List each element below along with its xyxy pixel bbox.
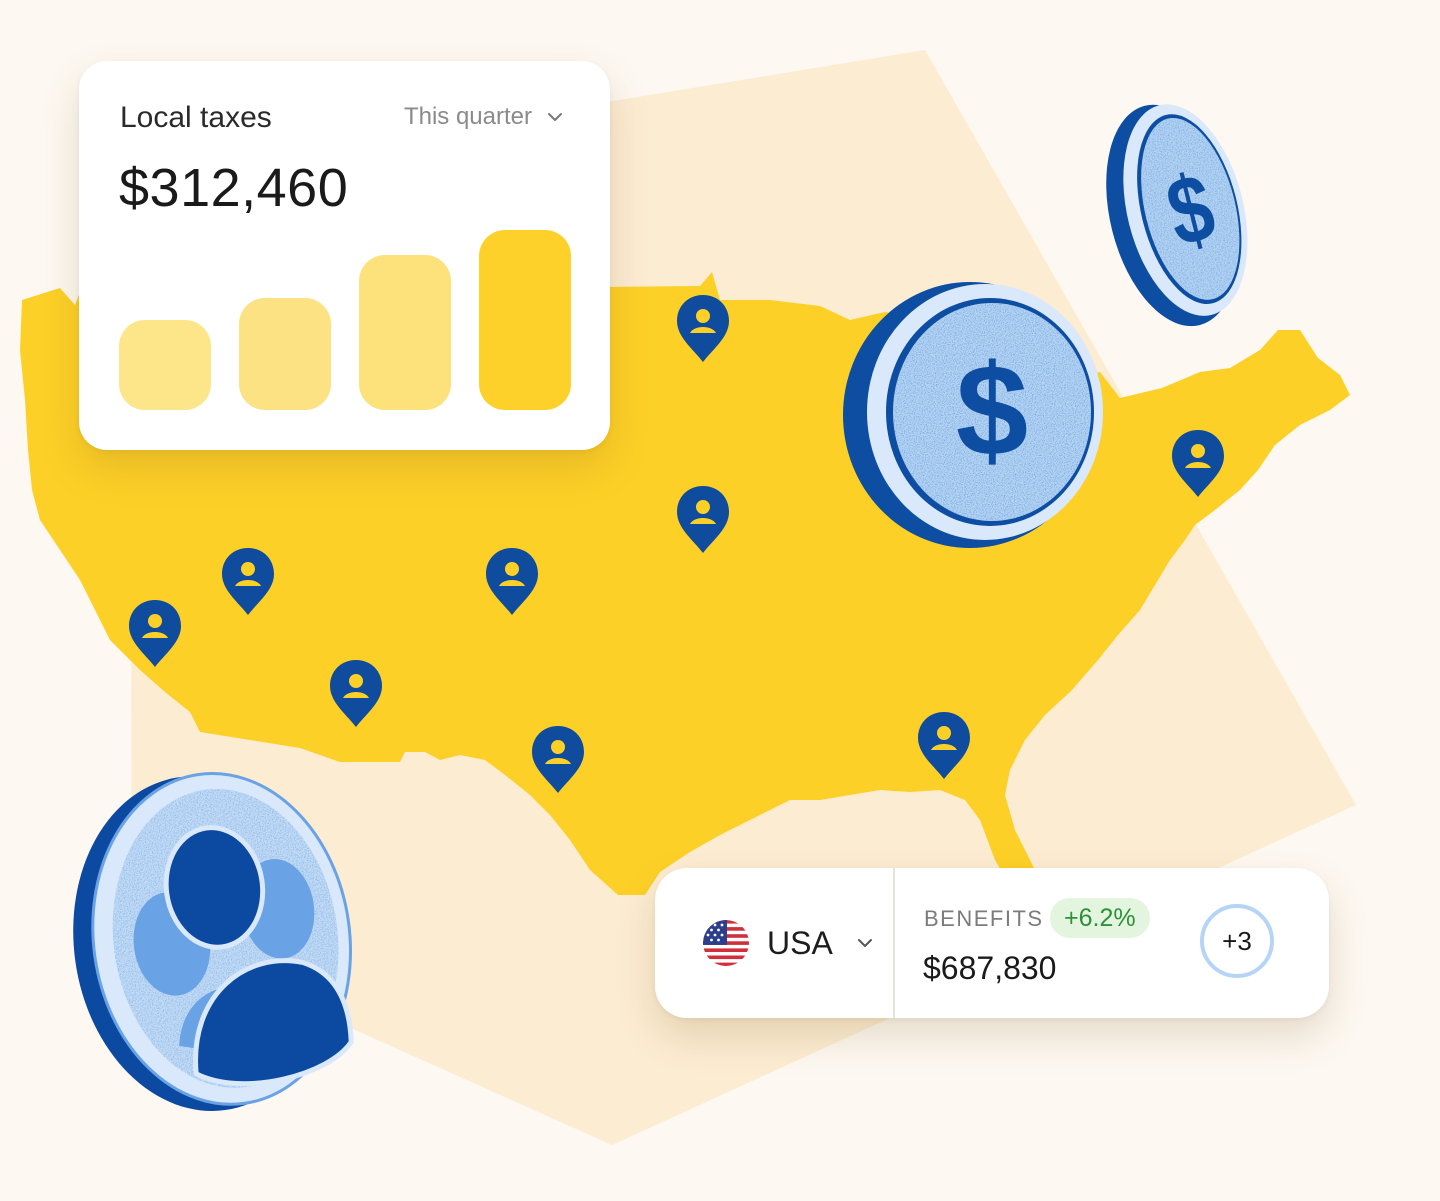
users-coin-icon [73, 772, 354, 1111]
bar-2 [239, 298, 331, 410]
card-title: Local taxes [120, 101, 272, 134]
local-taxes-card: Local taxes This quarter $312,460 [79, 61, 610, 450]
benefits-label: BENEFITS [924, 906, 1044, 931]
svg-text:$: $ [956, 337, 1028, 483]
country-selector[interactable]: USA [703, 868, 875, 1018]
bar-4 [479, 230, 571, 410]
period-label: This quarter [403, 103, 532, 130]
bar-1 [119, 320, 211, 410]
benefits-card: USA BENEFITS +6.2% $687,830 +3 [655, 868, 1329, 1018]
more-count-button[interactable]: +3 [1200, 904, 1274, 978]
change-badge: +6.2% [1050, 898, 1150, 938]
chevron-down-icon [548, 113, 562, 121]
country-name: USA [767, 924, 833, 961]
tax-amount: $312,460 [119, 158, 349, 218]
dollar-coin-icon: $ [843, 282, 1103, 548]
divider [893, 868, 895, 1018]
chevron-down-icon [857, 939, 872, 947]
dollar-coin-icon: $ [1106, 104, 1248, 327]
bar-3 [359, 255, 451, 410]
benefits-amount: $687,830 [923, 950, 1057, 986]
period-dropdown[interactable]: This quarter [404, 103, 564, 131]
tax-bar-chart [119, 220, 571, 410]
us-flag-icon [703, 920, 749, 966]
